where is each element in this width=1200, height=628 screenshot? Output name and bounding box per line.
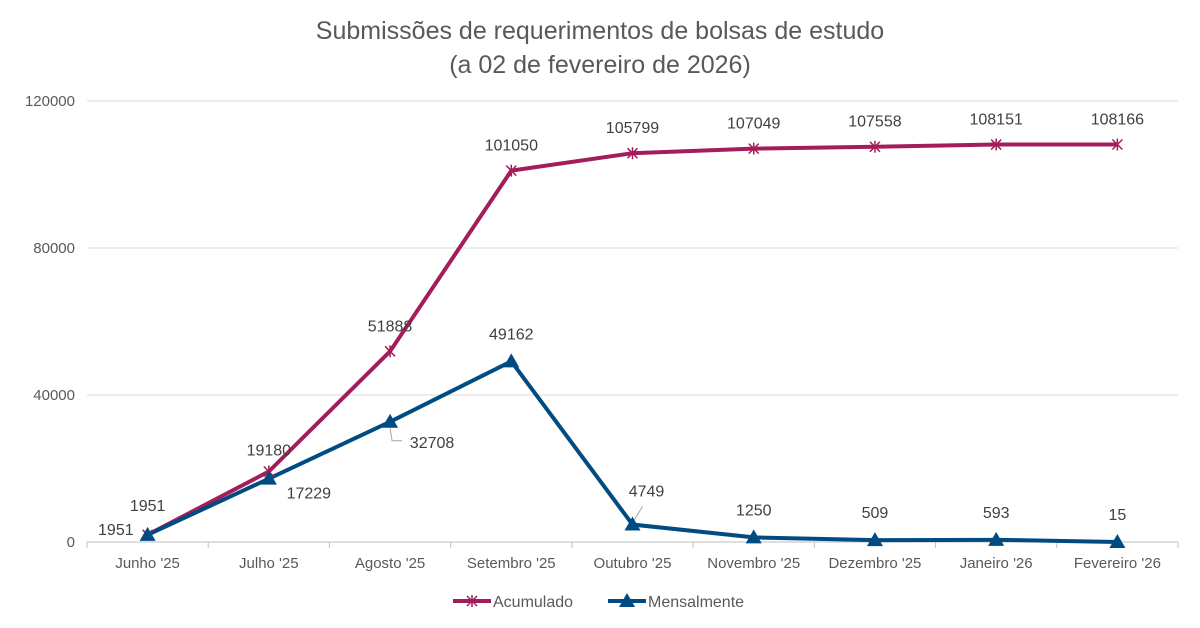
asterisk-marker bbox=[990, 138, 1002, 151]
data-label: 15 bbox=[1108, 507, 1126, 524]
leader-line bbox=[634, 506, 643, 520]
data-label: 1250 bbox=[736, 502, 772, 519]
leader-line bbox=[389, 427, 403, 442]
data-label: 51888 bbox=[368, 318, 413, 335]
asterisk-marker bbox=[466, 595, 478, 607]
chart-subtitle: (a 02 de fevereiro de 2026) bbox=[449, 51, 751, 79]
data-label: 17229 bbox=[287, 486, 332, 503]
data-label: 105799 bbox=[606, 120, 659, 137]
y-tick-label: 0 bbox=[67, 534, 75, 551]
data-label: 509 bbox=[862, 505, 889, 522]
triangle-marker bbox=[503, 353, 520, 368]
triangle-marker bbox=[745, 529, 762, 544]
x-tick-label: Outubro '25 bbox=[594, 555, 672, 572]
y-tick-label: 80000 bbox=[33, 240, 75, 257]
data-label: 4749 bbox=[629, 484, 665, 501]
triangle-marker bbox=[1109, 533, 1126, 548]
data-label: 108166 bbox=[1091, 111, 1144, 128]
data-label: 101050 bbox=[485, 138, 538, 155]
triangle-marker bbox=[260, 470, 277, 485]
triangle-marker bbox=[619, 593, 635, 607]
triangle-marker bbox=[988, 531, 1005, 546]
asterisk-marker bbox=[1111, 138, 1123, 151]
triangle-marker bbox=[866, 532, 883, 547]
data-label: 32708 bbox=[410, 435, 455, 452]
x-tick-label: Novembro '25 bbox=[707, 555, 800, 572]
triangle-marker bbox=[624, 516, 641, 531]
y-tick-label: 120000 bbox=[25, 93, 75, 110]
asterisk-marker bbox=[748, 142, 760, 155]
legend-label: Acumulado bbox=[493, 594, 573, 611]
x-tick-label: Setembro '25 bbox=[467, 555, 556, 572]
data-label: 1951 bbox=[130, 498, 166, 515]
x-tick-label: Agosto '25 bbox=[355, 555, 425, 572]
x-tick-label: Fevereiro '26 bbox=[1074, 555, 1161, 572]
x-tick-label: Junho '25 bbox=[115, 555, 180, 572]
data-label: 593 bbox=[983, 505, 1010, 522]
asterisk-marker bbox=[384, 345, 396, 358]
triangle-marker bbox=[382, 413, 399, 428]
data-label: 1951 bbox=[98, 522, 134, 539]
data-label: 108151 bbox=[969, 112, 1022, 129]
asterisk-marker bbox=[626, 147, 639, 160]
legend-label: Mensalmente bbox=[648, 594, 744, 611]
data-label: 19180 bbox=[247, 443, 292, 460]
x-tick-label: Dezembro '25 bbox=[828, 555, 921, 572]
series-line-mensalmente bbox=[146, 359, 1118, 544]
triangle-marker bbox=[139, 526, 156, 541]
x-tick-label: Janeiro '26 bbox=[960, 555, 1033, 572]
data-label: 107558 bbox=[848, 114, 901, 131]
y-tick-label: 40000 bbox=[33, 387, 75, 404]
series-line-acumulado bbox=[146, 142, 1118, 537]
asterisk-marker bbox=[505, 164, 517, 177]
data-label: 107049 bbox=[727, 116, 780, 133]
asterisk-marker bbox=[869, 140, 881, 153]
data-label: 49162 bbox=[489, 326, 534, 343]
x-tick-label: Julho '25 bbox=[239, 555, 299, 572]
chart-title: Submissões de requerimentos de bolsas de… bbox=[316, 17, 884, 45]
